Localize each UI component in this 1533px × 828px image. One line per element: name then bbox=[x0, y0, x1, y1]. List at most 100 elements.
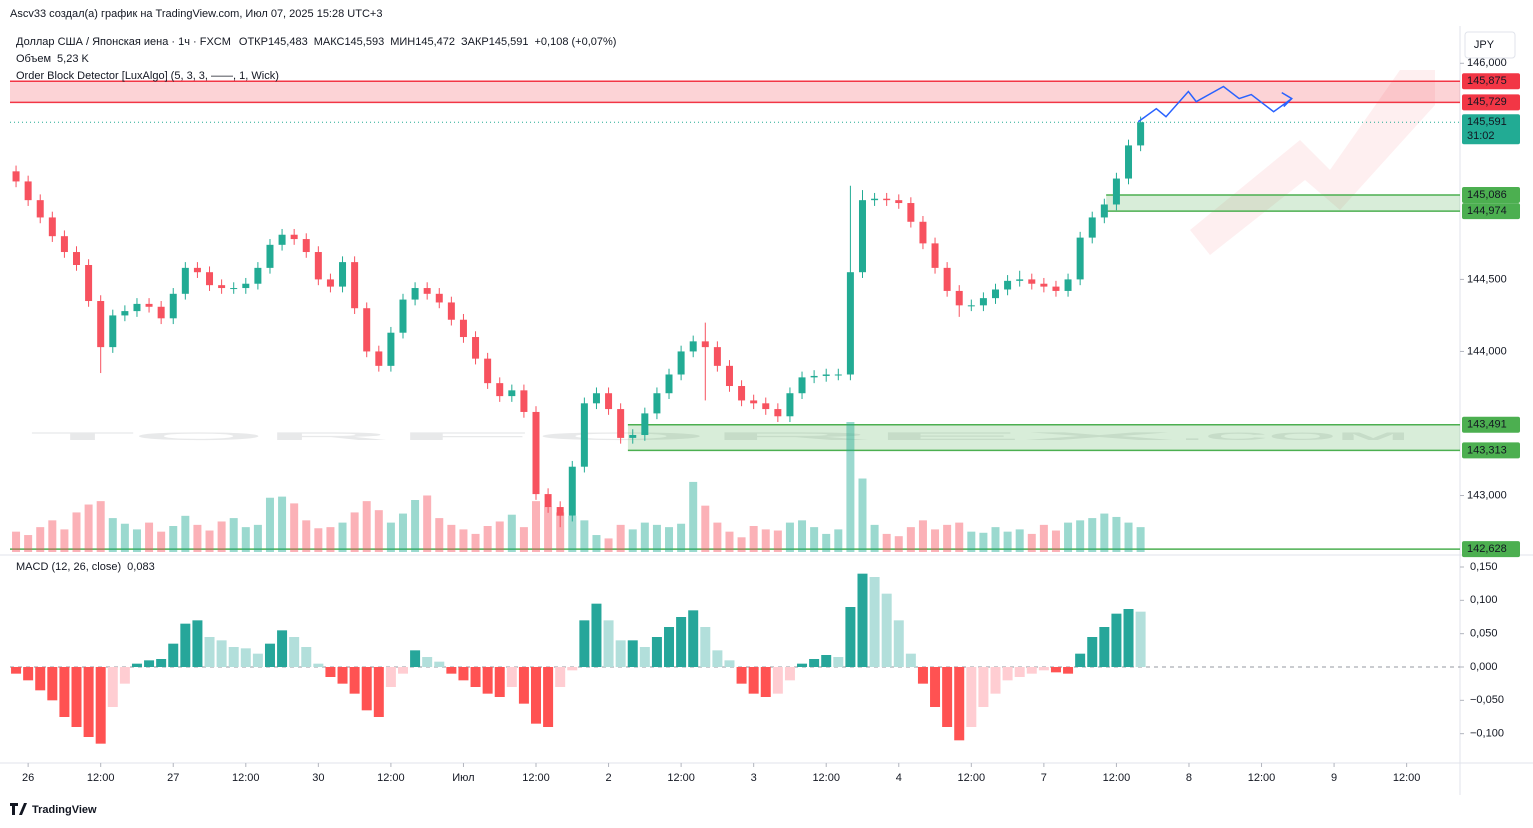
macd-bar bbox=[325, 667, 336, 677]
macd-bar bbox=[397, 667, 408, 674]
candle-body bbox=[967, 305, 975, 307]
candle-body bbox=[762, 403, 770, 410]
macd-bar bbox=[361, 667, 372, 711]
candle-body bbox=[750, 400, 758, 404]
candle-body bbox=[339, 262, 347, 287]
volume-bar bbox=[943, 524, 952, 552]
volume-bar bbox=[386, 522, 395, 552]
order-block bbox=[1106, 194, 1460, 212]
macd-bar bbox=[1014, 667, 1025, 677]
volume-bar bbox=[435, 518, 444, 552]
macd-bar bbox=[228, 647, 239, 667]
price-label: 142,628 bbox=[1467, 543, 1507, 555]
volume-bar bbox=[1003, 531, 1012, 552]
candle-body bbox=[979, 298, 987, 306]
x-tick-label: 12:00 bbox=[812, 772, 840, 784]
macd-bar bbox=[216, 640, 227, 667]
volume-bar bbox=[822, 533, 831, 552]
volume-bar bbox=[12, 531, 21, 552]
macd-bar bbox=[1026, 667, 1037, 674]
volume-bar bbox=[181, 515, 190, 552]
x-tick-label: 7 bbox=[1041, 772, 1047, 784]
x-tick-label: 30 bbox=[312, 772, 324, 784]
x-tick-label: Июл bbox=[452, 772, 474, 784]
y-tick-label: 0,100 bbox=[1470, 594, 1498, 606]
candle-body bbox=[592, 393, 600, 404]
candle-body bbox=[484, 358, 492, 384]
x-tick-label: 8 bbox=[1186, 772, 1192, 784]
macd-bar bbox=[978, 667, 989, 707]
volume-bar bbox=[447, 524, 456, 552]
candle-body bbox=[85, 264, 93, 302]
candle-body bbox=[907, 203, 915, 222]
plot-layer: 145,875 145,729 145,086 144,974 143,491 143,3… bbox=[10, 57, 1520, 784]
order-block bbox=[627, 424, 1460, 451]
macd-bar bbox=[772, 667, 783, 694]
macd-bar bbox=[264, 643, 275, 667]
macd-bar bbox=[954, 667, 965, 741]
candle-body bbox=[351, 262, 359, 309]
macd-bar bbox=[917, 667, 928, 684]
macd-bar bbox=[567, 667, 578, 671]
ohlc-value: 145,591 bbox=[489, 36, 529, 48]
ohlc-label: ОТКР bbox=[239, 36, 268, 48]
volume-bar bbox=[580, 520, 589, 552]
volume-bar bbox=[169, 526, 178, 552]
macd-bar bbox=[664, 627, 675, 667]
candle-body bbox=[725, 365, 733, 387]
candle-body bbox=[786, 393, 794, 417]
macd-bar bbox=[688, 610, 699, 667]
currency[interactable]: JPY bbox=[1474, 39, 1495, 51]
volume-bar bbox=[519, 527, 528, 552]
macd-bar bbox=[809, 659, 820, 667]
macd-bar bbox=[204, 637, 215, 667]
macd-bar bbox=[23, 667, 34, 681]
volume-bar bbox=[1027, 533, 1036, 552]
x-tick-label: 12:00 bbox=[87, 772, 115, 784]
currency-box[interactable] bbox=[1464, 31, 1516, 59]
macd-bar bbox=[1111, 613, 1122, 667]
macd-bar bbox=[313, 663, 324, 667]
price-label-box bbox=[1462, 73, 1520, 90]
volume-bar bbox=[48, 520, 57, 552]
price-label-box bbox=[1462, 442, 1520, 459]
macd-bar bbox=[543, 667, 554, 727]
volume-bar bbox=[423, 495, 432, 552]
x-tick-label: 12:00 bbox=[377, 772, 405, 784]
logo-icon bbox=[10, 803, 27, 815]
candle-body bbox=[193, 267, 201, 273]
volume-bar bbox=[798, 520, 807, 552]
volume-bar bbox=[193, 524, 202, 552]
volume-bar bbox=[1100, 513, 1109, 552]
macd-bar bbox=[119, 667, 130, 684]
macd-bar bbox=[1038, 667, 1049, 671]
volume-bar bbox=[737, 537, 746, 552]
candle-body bbox=[871, 198, 879, 201]
macd-bar bbox=[252, 653, 263, 667]
x-tick-label: 3 bbox=[751, 772, 757, 784]
macd-bar bbox=[458, 667, 469, 681]
price-label: 143,491 bbox=[1467, 419, 1507, 431]
candle-body bbox=[568, 466, 576, 516]
candle-body bbox=[73, 252, 81, 265]
volume-bar bbox=[1051, 530, 1060, 552]
candle-body bbox=[157, 306, 165, 319]
candle-body bbox=[629, 435, 637, 438]
candle-body bbox=[1112, 178, 1120, 205]
macd-bar bbox=[869, 577, 880, 667]
volume-bar bbox=[967, 531, 976, 552]
volume-bar bbox=[846, 422, 855, 552]
volume-bar bbox=[640, 522, 649, 552]
macd-bar bbox=[881, 593, 892, 667]
y-tick-label: 143,000 bbox=[1467, 489, 1507, 501]
candle-body bbox=[1064, 279, 1072, 291]
candle-body bbox=[60, 236, 68, 253]
volume-bar bbox=[120, 523, 129, 552]
volume-bar bbox=[60, 529, 69, 552]
macd-bar bbox=[349, 667, 360, 694]
macd-bar bbox=[470, 667, 481, 687]
candle-body bbox=[363, 308, 371, 352]
x-tick-label: 12:00 bbox=[667, 772, 695, 784]
